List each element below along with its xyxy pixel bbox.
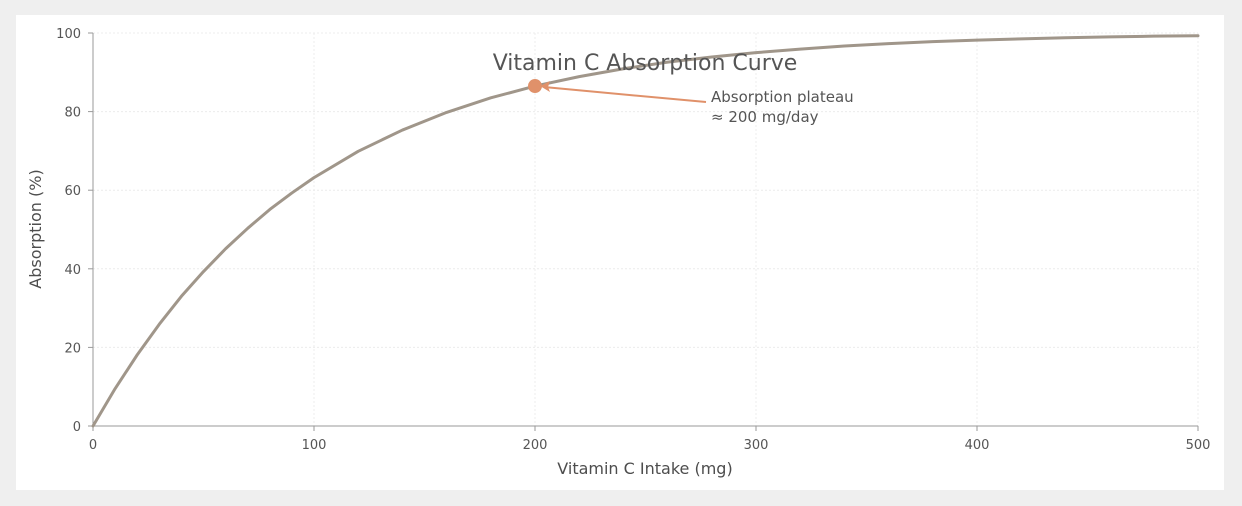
x-tick-label: 400 xyxy=(965,438,990,453)
y-tick-label: 100 xyxy=(56,27,81,42)
y-tick-label: 80 xyxy=(64,106,81,121)
annotation-marker xyxy=(528,79,542,94)
annotation-arrow xyxy=(543,86,707,104)
x-tick-label: 200 xyxy=(523,438,548,453)
annotation-label: Absorption plateau xyxy=(711,88,854,106)
annotation-arrowhead xyxy=(540,81,550,93)
x-tick-label: 300 xyxy=(744,438,769,453)
series xyxy=(91,34,1200,428)
y-tick-label: 40 xyxy=(64,263,81,278)
y-tick-label: 20 xyxy=(64,341,81,356)
x-tick-label: 0 xyxy=(89,438,97,453)
gridlines xyxy=(92,32,1199,427)
x-tick-label: 100 xyxy=(302,438,327,453)
axes: 0 100 200 300 400 500 0 20 40 60 80 100 xyxy=(56,27,1210,453)
x-tick-label: 500 xyxy=(1186,438,1211,453)
y-axis-label: Absorption (%) xyxy=(26,169,45,288)
annotation: Absorption plateau ≈ 200 mg/day xyxy=(528,79,854,126)
annotation-label: ≈ 200 mg/day xyxy=(711,108,819,126)
chart-title: Vitamin C Absorption Curve xyxy=(493,51,798,76)
y-tick-label: 0 xyxy=(73,420,81,435)
series-line xyxy=(91,34,1200,428)
x-axis-label: Vitamin C Intake (mg) xyxy=(557,459,732,478)
y-tick-label: 60 xyxy=(64,184,81,199)
chart-card: 0 100 200 300 400 500 0 20 40 60 80 100 Absorption … xyxy=(16,15,1224,490)
line-chart: 0 100 200 300 400 500 0 20 40 60 80 100 Absorption … xyxy=(26,27,1210,478)
